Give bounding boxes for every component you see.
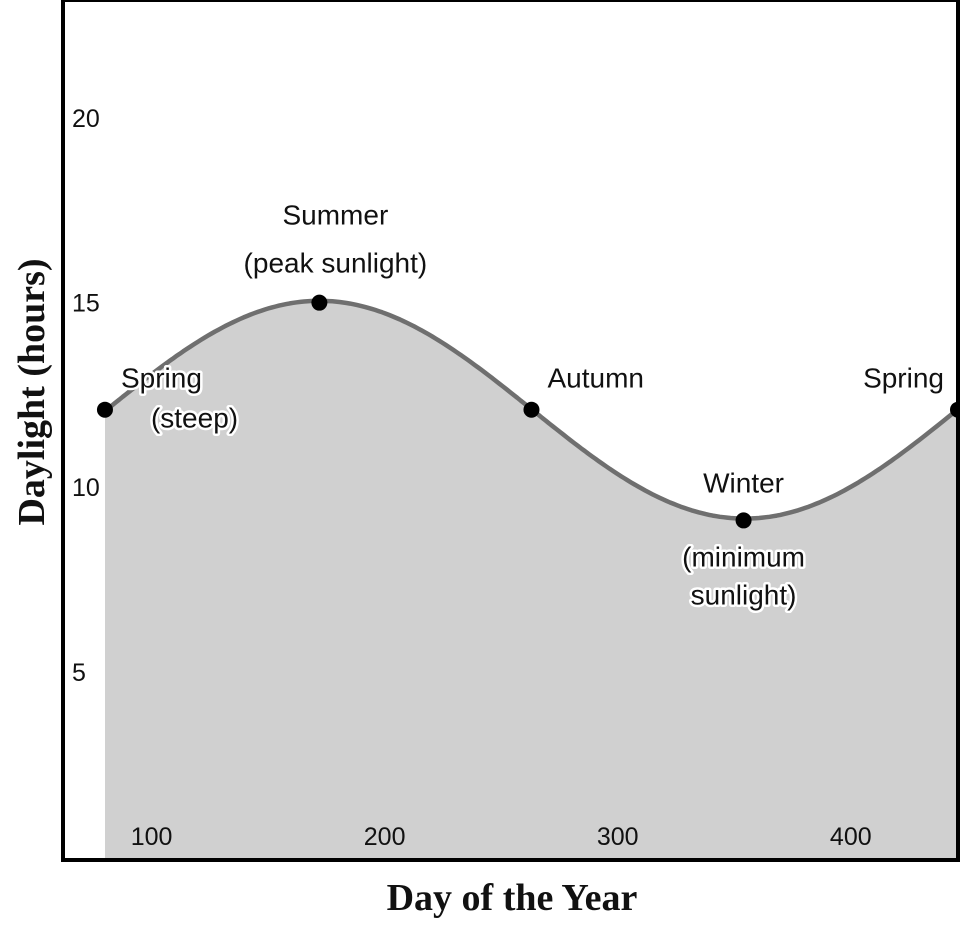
x-tick-label: 200 — [364, 823, 406, 851]
x-tick-label: 100 — [131, 823, 173, 851]
x-tick-labels: 100 200 300 400 — [131, 823, 872, 851]
annotation-label: Spring — [863, 363, 944, 394]
x-tick-label: 400 — [830, 823, 872, 851]
y-tick-label: 5 — [72, 659, 86, 687]
data-point — [96, 401, 113, 418]
y-tick-label: 20 — [72, 105, 100, 133]
annotations: Spring (steep) Summer (peak sunlight) Autumn… — [118, 197, 946, 613]
y-tick-labels: 5 10 15 20 — [72, 105, 100, 687]
annotation-label: sunlight) — [691, 579, 797, 610]
x-tick-label: 300 — [597, 823, 639, 851]
annotation-label: Winter — [703, 467, 784, 498]
x-axis-title: Day of the Year — [387, 877, 638, 919]
plot-area — [103, 298, 960, 860]
annotation-label: (peak sunlight) — [244, 248, 428, 279]
data-points — [96, 294, 960, 529]
annotation-label: (steep) — [151, 403, 238, 434]
annotation-label: Spring — [121, 363, 202, 394]
annotation-label: Summer — [282, 200, 388, 231]
plot-frame — [61, 0, 960, 862]
area-fill — [105, 300, 958, 860]
data-point — [311, 294, 328, 311]
data-point — [950, 401, 960, 418]
y-tick-label: 15 — [72, 290, 100, 318]
annotation-label: Autumn — [547, 363, 644, 394]
data-point — [735, 512, 752, 529]
y-tick-label: 10 — [72, 474, 100, 502]
data-point — [523, 401, 540, 418]
annotation-label: (minimum — [682, 541, 805, 572]
y-axis-title: Daylight (hours) — [11, 258, 53, 525]
